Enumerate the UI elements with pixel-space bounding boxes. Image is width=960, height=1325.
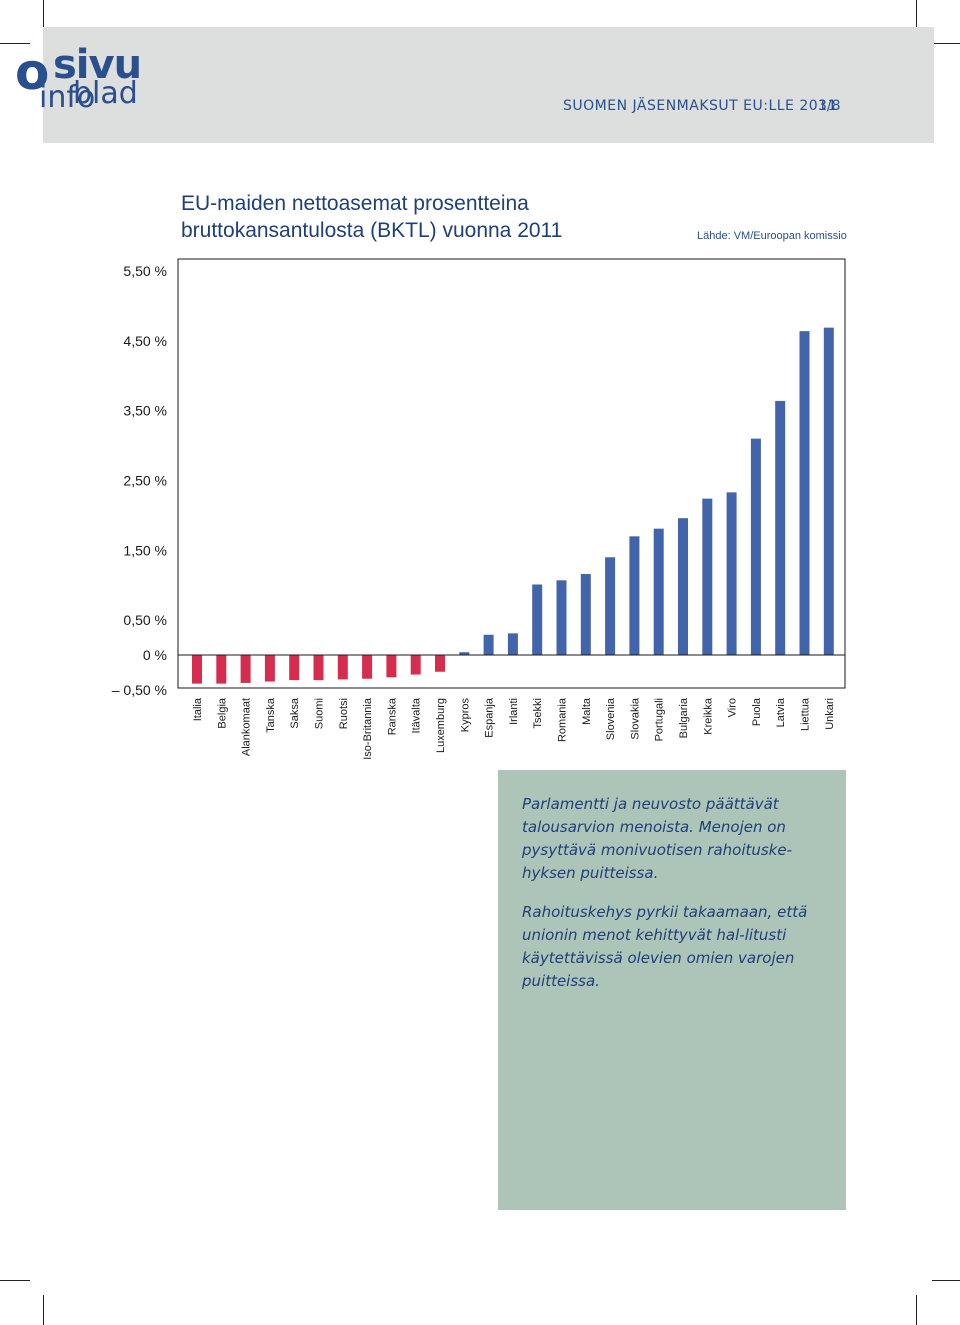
y-tick-label: 2,50 % xyxy=(123,473,167,489)
bar-slovakia xyxy=(629,536,640,655)
bar-kypros xyxy=(459,652,470,655)
x-tick-label: Itävalta xyxy=(411,697,423,733)
y-tick-label: 3,50 % xyxy=(123,403,167,419)
bar-kreikka xyxy=(702,498,713,655)
bar-tsekki xyxy=(532,584,543,655)
x-tick-label: Kypros xyxy=(459,698,471,733)
x-tick-label: Viro xyxy=(727,698,739,717)
x-tick-label: Italia xyxy=(192,697,204,721)
x-tick-label: Ruotsi xyxy=(338,698,350,729)
bar-chart: 5,50 % 4,50 % 3,50 % 2,50 % 1,50 % 0,50 % 0 % –… xyxy=(112,258,846,760)
x-tick-label: Ranska xyxy=(386,697,398,735)
bar-tanska xyxy=(264,655,275,682)
bar-belgia xyxy=(216,655,227,684)
bar-alankomaat xyxy=(240,655,251,683)
bar-romania xyxy=(556,580,567,655)
logo-sub-a: info xyxy=(39,80,96,115)
crop-mark-bottom-left-h xyxy=(0,1280,30,1281)
bar-espanja xyxy=(483,634,494,655)
crop-mark-top-left-h xyxy=(0,43,30,44)
crop-mark-bottom-right-v xyxy=(916,1295,917,1325)
y-tick-label: 5,50 % xyxy=(123,263,167,279)
chart-title-line-1: EU-maiden nettoasemat prosentteina xyxy=(181,192,529,215)
chart-title-line-2: bruttokansantulosta (BKTL) vuonna 2011 xyxy=(181,219,563,242)
x-tick-label: Romania xyxy=(557,697,569,742)
x-tick-label: Saksa xyxy=(289,697,301,728)
x-tick-label: Tsekki xyxy=(532,698,544,729)
bar-iso-britannia xyxy=(362,655,373,679)
bar-portugali xyxy=(653,528,664,655)
sivu-infoblad-logo: o sivu info blad xyxy=(15,42,183,147)
bar-liettua xyxy=(799,331,810,655)
bar-irlanti xyxy=(507,633,518,655)
bar-luxemburg xyxy=(435,655,445,672)
note-paragraph-1: Parlamentti ja neuvosto päättävät talous… xyxy=(522,795,793,882)
crop-mark-bottom-left-v xyxy=(43,1295,44,1325)
x-axis: Italia Belgia Alankomaat Tanska Saksa Suomi Ru… xyxy=(192,697,836,760)
y-tick-label: – 0,50 % xyxy=(112,682,167,698)
bar-puola xyxy=(750,438,761,655)
x-tick-label: Puola xyxy=(751,697,763,726)
x-tick-label: Alankomaat xyxy=(241,698,253,756)
x-tick-label: Iso-Britannia xyxy=(362,697,374,760)
bar-unkari xyxy=(823,327,834,655)
x-tick-label: Bulgaria xyxy=(678,697,690,738)
header-band: o sivu info blad SUOMEN JÄSENMAKSUT EU:L… xyxy=(15,27,934,143)
y-tick-label: 1,50 % xyxy=(123,542,167,558)
x-tick-label: Kreikka xyxy=(702,697,714,735)
bar-slovenia xyxy=(605,557,616,655)
y-axis: 5,50 % 4,50 % 3,50 % 2,50 % 1,50 % 0,50 % 0 % –… xyxy=(112,263,167,698)
note-box: Parlamentti ja neuvosto päättävät talous… xyxy=(498,770,846,1210)
x-tick-label: Tanska xyxy=(265,697,277,733)
x-tick-label: Liettua xyxy=(800,697,812,731)
bar-italia xyxy=(192,655,202,684)
y-tick-label: 0 % xyxy=(143,647,167,663)
logo-lead-letter: o xyxy=(15,43,50,101)
x-tick-label: Slovenia xyxy=(605,697,617,740)
chart-source: Lähde: VM/Euroopan komissio xyxy=(697,230,847,242)
x-tick-label: Malta xyxy=(581,697,593,725)
crop-mark-top-right-v xyxy=(916,0,917,30)
bar-ruotsi xyxy=(337,655,348,680)
header-title: SUOMEN JÄSENMAKSUT EU:LLE 2011 xyxy=(563,98,837,114)
bar-suomi xyxy=(313,655,324,681)
crop-mark-top-right-h xyxy=(932,43,960,44)
x-tick-label: Luxemburg xyxy=(435,698,447,753)
bar-bulgaria xyxy=(678,518,688,655)
x-tick-label: Belgia xyxy=(216,697,228,728)
bar-latvia xyxy=(775,400,786,655)
bar-malta xyxy=(580,574,591,655)
plot-frame xyxy=(177,258,846,689)
y-tick-label: 0,50 % xyxy=(123,612,167,628)
x-tick-label: Espanja xyxy=(484,697,496,738)
note-paragraph-2: Rahoituskehys pyrkii takaamaan, että uni… xyxy=(522,903,808,990)
logo-brand: sivu xyxy=(53,42,142,88)
page-number: 3/8 xyxy=(818,98,841,114)
x-tick-label: Unkari xyxy=(824,698,836,730)
logo-sub-b: blad xyxy=(73,76,138,111)
bar-itävalta xyxy=(410,655,421,675)
crop-mark-bottom-right-h xyxy=(932,1280,960,1281)
bar-viro xyxy=(726,492,737,655)
x-tick-label: Latvia xyxy=(775,697,787,727)
x-tick-label: Suomi xyxy=(314,698,326,729)
bar-saksa xyxy=(289,655,300,681)
crop-mark-top-left-v xyxy=(43,0,44,30)
bars xyxy=(192,327,834,684)
x-tick-label: Irlanti xyxy=(508,698,520,725)
chart-title: EU-maiden nettoasemat prosentteina brutt… xyxy=(181,190,651,244)
x-tick-label: Slovakia xyxy=(629,697,641,739)
y-tick-label: 4,50 % xyxy=(123,333,167,349)
x-tick-label: Portugali xyxy=(654,698,666,741)
bar-ranska xyxy=(386,655,397,678)
